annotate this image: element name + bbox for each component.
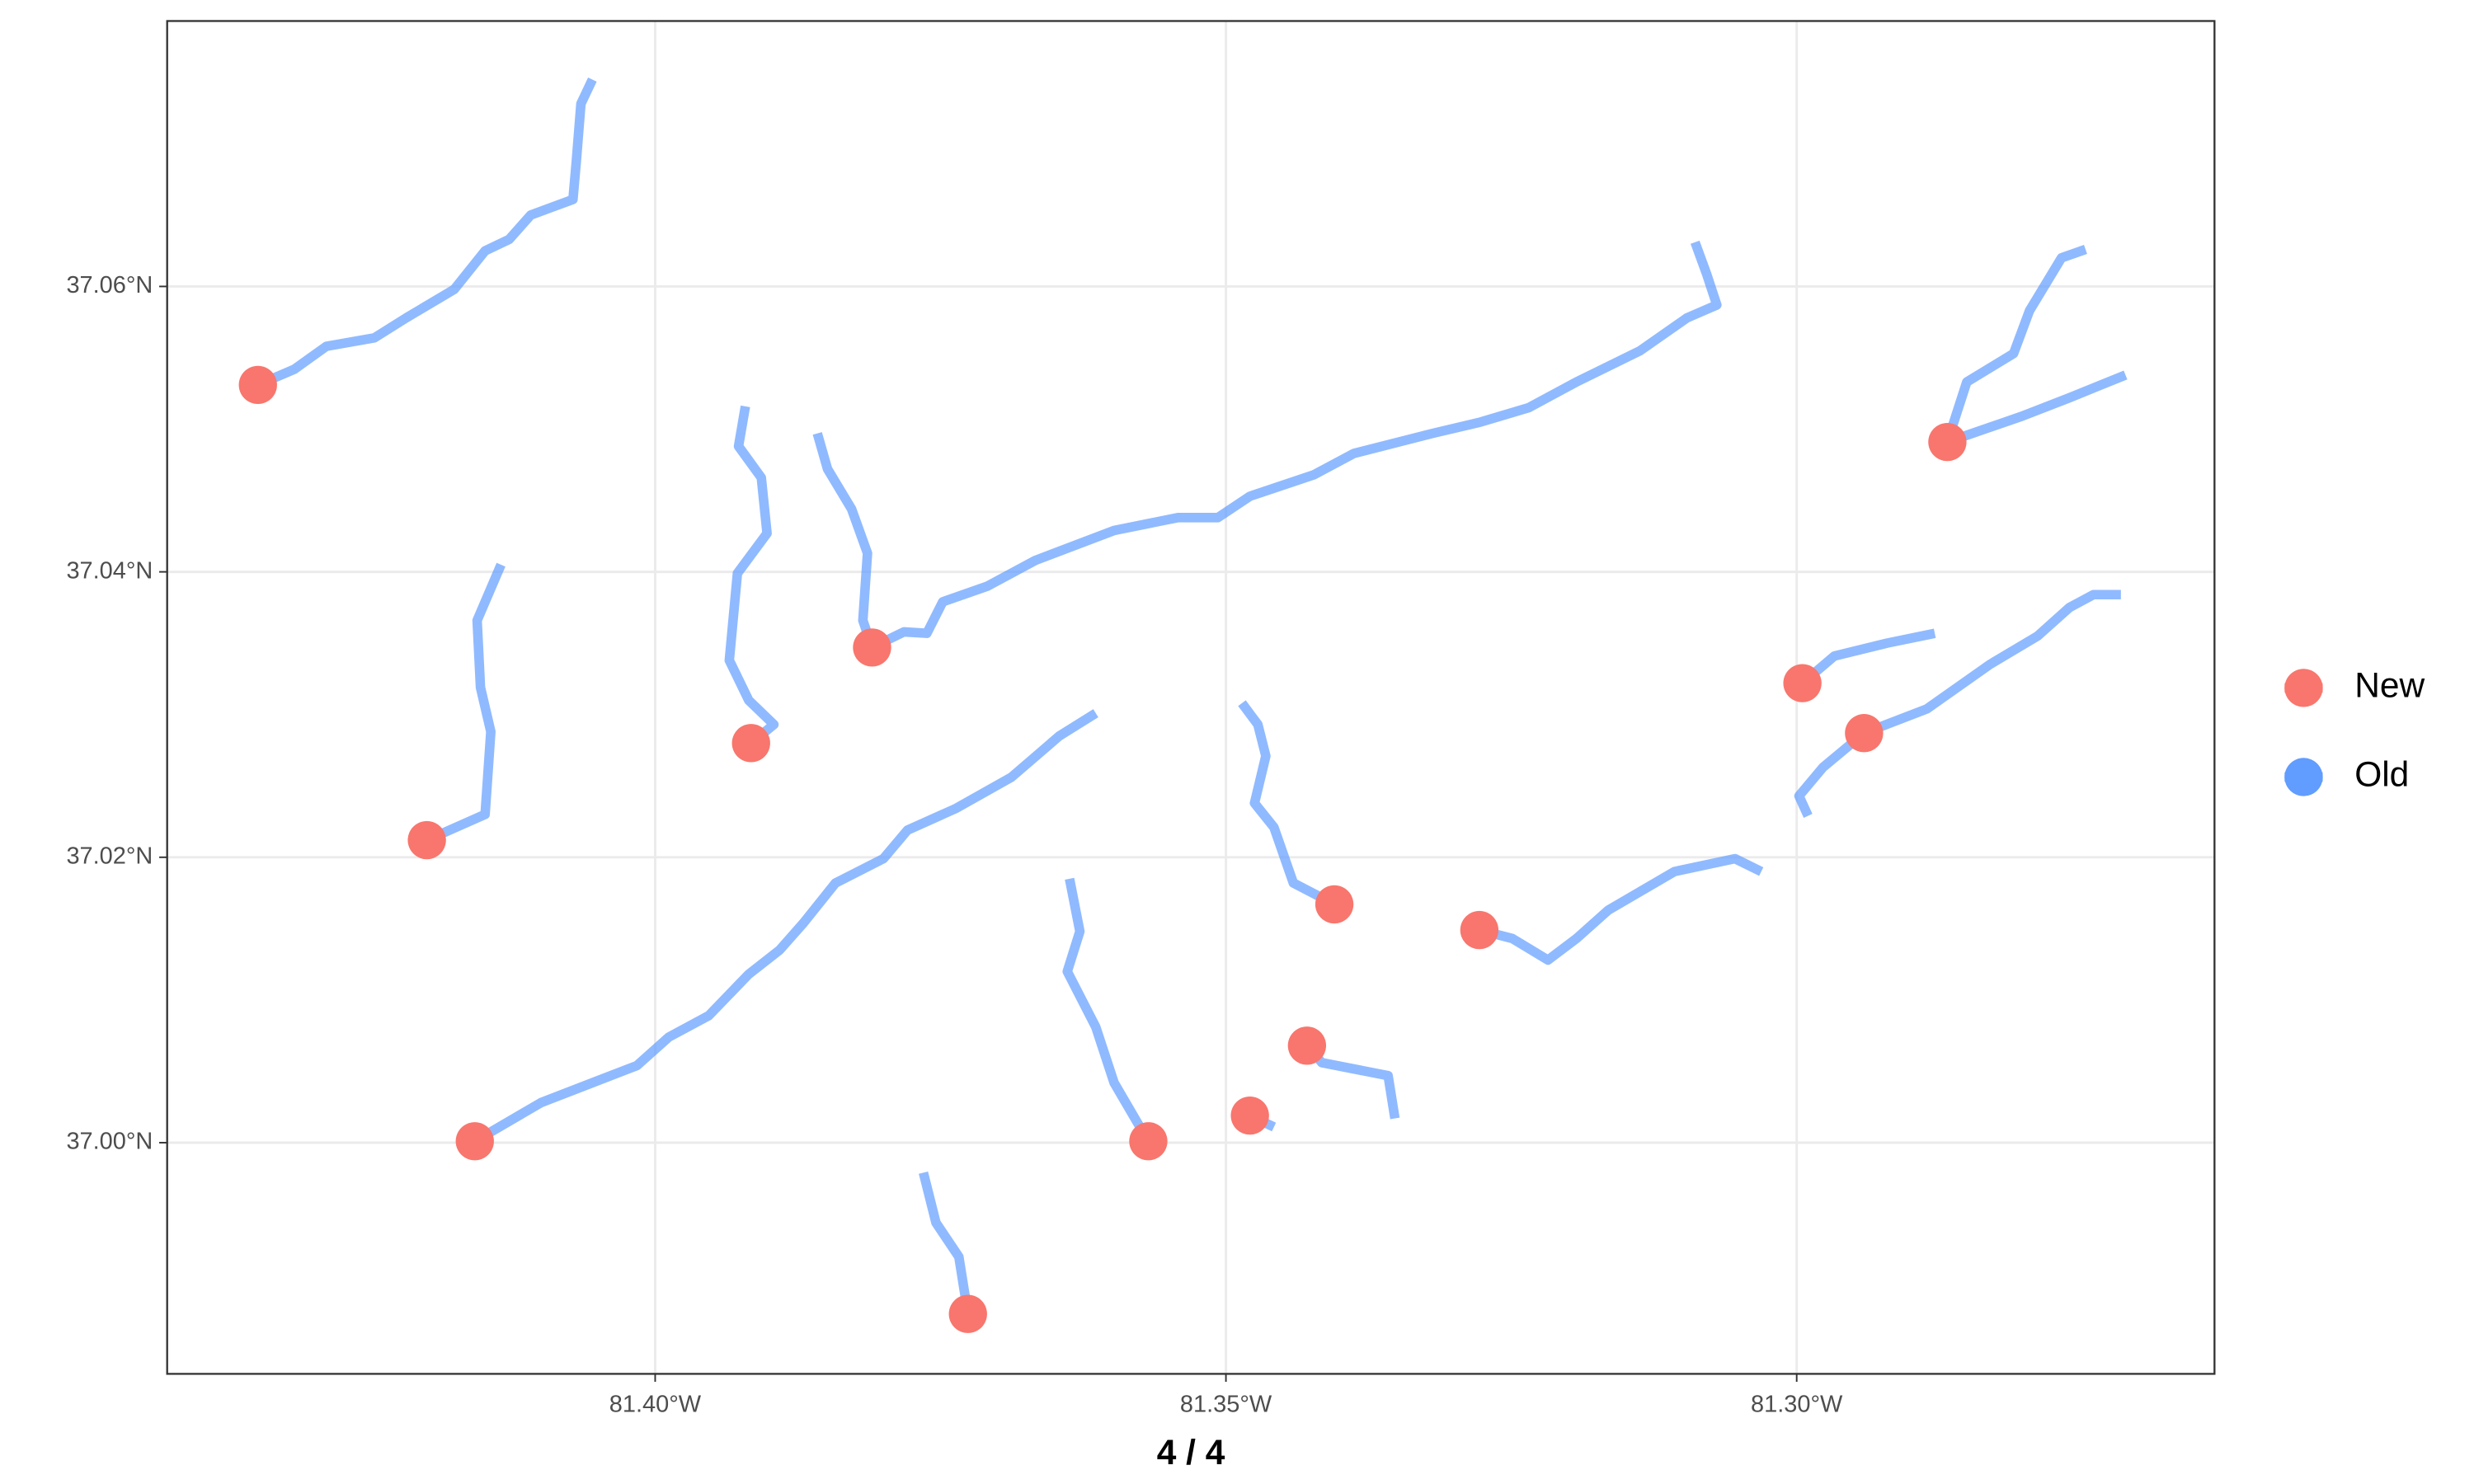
x-axis-title: 4 / 4 bbox=[1157, 1433, 1225, 1472]
stream-line bbox=[919, 1171, 973, 1315]
stream-line bbox=[1062, 877, 1153, 1144]
point bbox=[407, 820, 446, 860]
point bbox=[948, 1294, 987, 1333]
y-tick-label: 37.00°N bbox=[66, 1129, 153, 1155]
stream-line bbox=[869, 240, 1722, 652]
legend-label: Old bbox=[2354, 755, 2409, 794]
y-tick-label: 37.06°N bbox=[66, 272, 153, 298]
legend-label: New bbox=[2354, 666, 2425, 705]
x-tick-label: 81.40°W bbox=[609, 1392, 702, 1418]
point bbox=[853, 628, 891, 667]
x-tick-label: 81.30°W bbox=[1751, 1392, 1843, 1418]
stream-line bbox=[1945, 370, 2128, 447]
y-tick-label: 37.02°N bbox=[66, 843, 153, 869]
point bbox=[1783, 664, 1822, 702]
stream-line bbox=[1799, 628, 1936, 687]
point bbox=[1928, 422, 1967, 462]
point bbox=[1230, 1096, 1269, 1135]
stream-line bbox=[724, 405, 779, 747]
stream-line bbox=[1478, 853, 1764, 965]
legend-key-point bbox=[2284, 669, 2323, 707]
stream-line bbox=[1942, 245, 2087, 444]
point bbox=[1287, 1026, 1327, 1065]
x-tick-label: 81.35°W bbox=[1180, 1392, 1272, 1418]
stream-line bbox=[472, 709, 1098, 1146]
point bbox=[1460, 910, 1499, 950]
y-tick-label: 37.04°N bbox=[66, 557, 153, 584]
point bbox=[1845, 714, 1884, 753]
stream-line bbox=[1238, 700, 1337, 909]
panel-border bbox=[166, 20, 2216, 1375]
point bbox=[1315, 885, 1354, 924]
stream-line bbox=[1794, 589, 2121, 818]
point bbox=[731, 724, 770, 763]
point bbox=[455, 1122, 494, 1161]
stream-line bbox=[812, 432, 877, 650]
point bbox=[1129, 1122, 1168, 1161]
point bbox=[238, 365, 277, 405]
legend-key-point bbox=[2284, 758, 2323, 796]
stream-line bbox=[425, 562, 506, 845]
stream-line bbox=[256, 77, 597, 390]
